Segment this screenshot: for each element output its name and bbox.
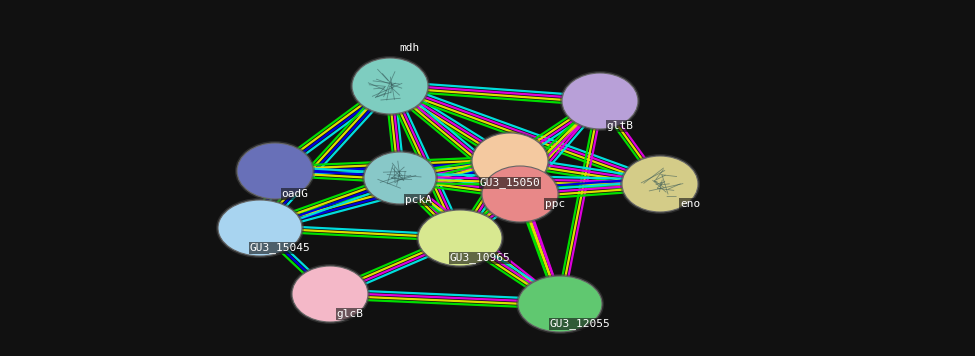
Ellipse shape [216, 198, 304, 258]
Ellipse shape [470, 131, 550, 191]
Text: oadG: oadG [282, 189, 308, 199]
Ellipse shape [560, 71, 640, 131]
Text: GU3_12055: GU3_12055 [550, 319, 610, 329]
Text: glcB: glcB [336, 309, 364, 319]
Ellipse shape [518, 276, 602, 332]
Ellipse shape [292, 266, 368, 322]
Text: GU3_15045: GU3_15045 [250, 242, 310, 253]
Text: eno: eno [680, 199, 700, 209]
Ellipse shape [472, 133, 548, 189]
Ellipse shape [622, 156, 698, 212]
Text: gltB: gltB [606, 121, 634, 131]
Ellipse shape [482, 166, 558, 222]
Ellipse shape [237, 143, 313, 199]
Text: pckA: pckA [405, 195, 432, 205]
Ellipse shape [364, 152, 436, 204]
Ellipse shape [235, 141, 315, 201]
Ellipse shape [418, 210, 502, 266]
Ellipse shape [350, 56, 430, 116]
Ellipse shape [480, 164, 560, 224]
Ellipse shape [290, 264, 370, 324]
Text: GU3_10965: GU3_10965 [449, 252, 510, 263]
Ellipse shape [218, 200, 302, 256]
Ellipse shape [562, 73, 638, 129]
Text: GU3_15050: GU3_15050 [480, 178, 540, 188]
Ellipse shape [352, 58, 428, 114]
Ellipse shape [362, 150, 438, 206]
Ellipse shape [416, 208, 504, 268]
Text: ppc: ppc [545, 199, 566, 209]
Ellipse shape [516, 274, 604, 334]
Text: mdh: mdh [400, 43, 420, 53]
Ellipse shape [620, 154, 700, 214]
